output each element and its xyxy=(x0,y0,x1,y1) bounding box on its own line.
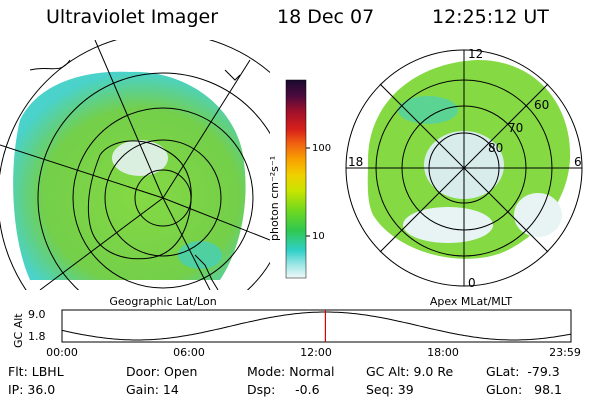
coastline xyxy=(87,140,192,260)
longitude-lines xyxy=(0,40,270,290)
mode-info: Mode: Normal xyxy=(247,364,335,379)
aurora-gap xyxy=(112,140,168,176)
ip-info: IP: 36.0 xyxy=(8,382,56,397)
glat-info: GLat: -79.3 xyxy=(486,364,560,379)
cyan-patch xyxy=(398,96,458,124)
colorbar-unit-label: photon cm⁻²s⁻¹ xyxy=(268,156,281,241)
mlt-label-0: 0 xyxy=(468,276,476,290)
time-label: 12:25:12 UT xyxy=(432,6,549,28)
dsp-info: Dsp: -0.6 xyxy=(247,382,320,397)
mlat-label-70: 70 xyxy=(508,121,523,135)
coastline-2 xyxy=(194,254,219,290)
timeline-frame xyxy=(61,309,572,343)
colorbar-label-100: 100 xyxy=(312,143,331,154)
ytick-9: 9.0 xyxy=(28,308,46,321)
latitude-circles xyxy=(0,40,270,290)
instrument-title: Ultraviolet Imager xyxy=(46,6,219,28)
xtick-0000: 00:00 xyxy=(46,346,78,359)
door-info: Door: Open xyxy=(126,364,198,379)
altitude-curve xyxy=(61,311,572,341)
timeline-axis-label: GC Alt xyxy=(12,313,25,348)
seq-info: Seq: 39 xyxy=(366,382,414,397)
mlt-label-12: 12 xyxy=(468,47,483,61)
mlt-label-18: 18 xyxy=(348,155,363,169)
mlat-label-60: 60 xyxy=(534,98,549,112)
right-map-caption: Apex MLat/MLT xyxy=(430,295,513,308)
glon-info: GLon: 98.1 xyxy=(486,382,562,397)
aurora-patch xyxy=(178,241,222,269)
geographic-map: Geographic Lat/Lon xyxy=(0,40,270,308)
magnetic-map: 12 18 6 0 60 70 80 Apex MLat/MLT xyxy=(345,47,583,308)
colorbar-label-10: 10 xyxy=(312,231,325,242)
left-map-caption: Geographic Lat/Lon xyxy=(109,295,216,308)
gc-alt-info: GC Alt: 9.0 Re xyxy=(366,364,454,379)
xtick-2359: 23:59 xyxy=(549,346,581,359)
mlat-label-80: 80 xyxy=(488,141,503,155)
colorbar-scale xyxy=(285,79,307,279)
dim-region xyxy=(403,207,493,243)
gain-info: Gain: 14 xyxy=(126,382,179,397)
date-label: 18 Dec 07 xyxy=(277,6,375,28)
xtick-0600: 06:00 xyxy=(173,346,205,359)
mlt-lines xyxy=(346,50,582,286)
altitude-timeline: GC Alt 9.0 1.8 00:00 06:00 12:00 18:00 2… xyxy=(12,308,581,359)
aurora-image-left xyxy=(13,71,246,280)
mlt-label-6: 6 xyxy=(574,155,582,169)
ytick-1-8: 1.8 xyxy=(28,330,46,343)
colorbar: 100 10 photon cm⁻²s⁻¹ xyxy=(268,79,331,279)
filter-info: Flt: LBHL xyxy=(8,364,64,379)
timeline-x-ticks: 00:00 06:00 12:00 18:00 23:59 xyxy=(46,346,581,359)
xtick-1800: 18:00 xyxy=(427,346,459,359)
xtick-1200: 12:00 xyxy=(300,346,332,359)
